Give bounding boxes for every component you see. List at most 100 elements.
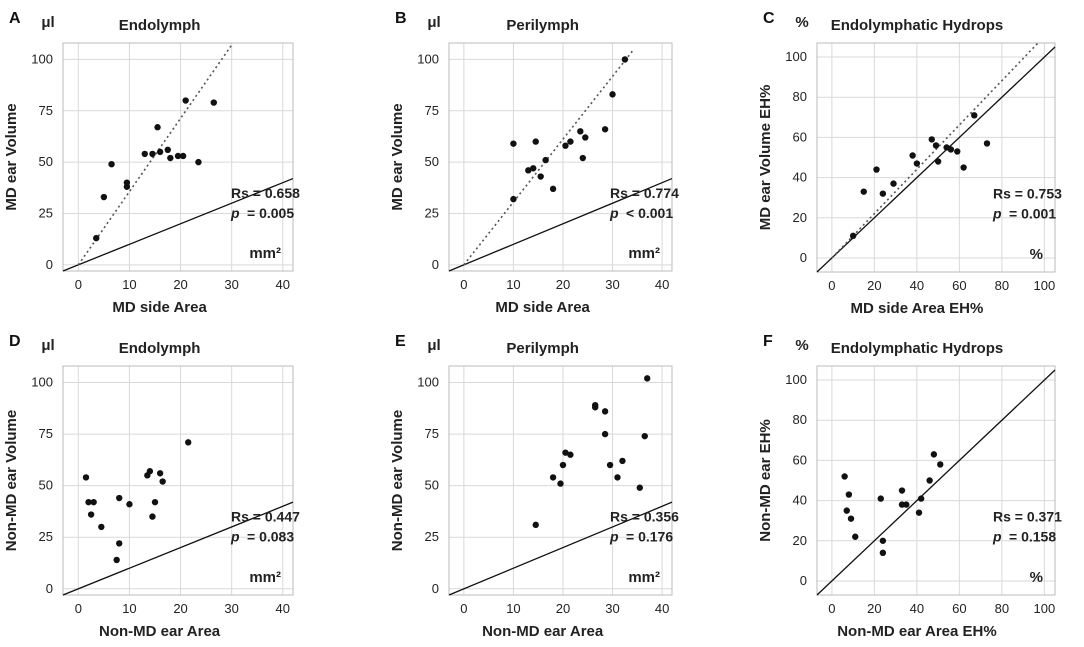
data-point [636, 484, 643, 491]
panel-title: Perilymph [506, 17, 579, 34]
y-tick-label: 75 [425, 103, 439, 118]
data-point [182, 97, 189, 104]
data-point [141, 150, 148, 158]
stat-p-label: p [992, 529, 1002, 545]
data-point [164, 146, 171, 154]
data-point [93, 234, 100, 242]
panel-letter: E [395, 333, 406, 350]
x-tick-label: 10 [122, 277, 136, 292]
y-tick-label: 100 [785, 372, 807, 387]
y-tick-label: 0 [432, 257, 439, 272]
y-tick-label: 75 [39, 426, 53, 441]
x-tick-label: 0 [460, 601, 467, 616]
x-tick-label: 0 [75, 277, 82, 292]
panel-title: Endolymph [119, 17, 201, 34]
x-tick-label: 10 [506, 277, 520, 292]
x-tick-label: 10 [506, 601, 520, 616]
data-point [116, 540, 123, 547]
data-point [601, 126, 609, 133]
data-point [582, 134, 589, 141]
panel-title: Endolymphatic Hydrops [831, 17, 1004, 34]
y-tick-label: 75 [39, 103, 53, 118]
data-point [619, 457, 626, 465]
data-point [644, 375, 651, 382]
x-tick-label: 0 [828, 278, 835, 293]
data-point [934, 158, 942, 165]
data-point [113, 556, 120, 564]
x-tick-label: 20 [867, 278, 881, 293]
y-axis-label: MD ear Volume [3, 103, 20, 210]
stat-p-value: = 0.001 [1009, 206, 1056, 222]
x-tick-label: 20 [173, 277, 187, 292]
data-point [928, 136, 935, 143]
y-tick-label: 0 [46, 257, 53, 272]
x-tick-label: 0 [828, 601, 835, 616]
y-tick-label: 60 [793, 129, 807, 144]
x-tick-label: 20 [556, 601, 570, 616]
x-tick-label: 80 [995, 278, 1009, 293]
stat-r: Rs = 0.774 [610, 185, 679, 201]
data-point [98, 523, 105, 531]
panel-letter: F [763, 333, 773, 350]
x-tick-label: 100 [1034, 278, 1056, 293]
data-point [82, 474, 90, 481]
data-point [913, 160, 921, 167]
x-tick-label: 100 [1034, 601, 1056, 616]
data-point [890, 180, 897, 187]
stat-r: Rs = 0.447 [231, 509, 300, 525]
plot-frame [816, 365, 1056, 596]
x-axis-label: Non-MD ear Area EH% [837, 623, 996, 640]
data-point [159, 478, 166, 485]
data-point [879, 190, 887, 197]
identity-line [62, 177, 294, 272]
data-point [510, 140, 517, 147]
data-point [915, 509, 923, 516]
plot-frame [448, 365, 673, 596]
x-unit-label: mm² [628, 569, 660, 586]
data-point [559, 461, 567, 469]
panel-letter: B [395, 10, 407, 27]
data-point [156, 148, 164, 156]
y-tick-label: 100 [785, 49, 807, 64]
x-tick-label: 30 [224, 601, 238, 616]
data-point [937, 461, 944, 468]
data-point [841, 473, 848, 480]
y-axis-label: MD ear Volume EH% [757, 85, 774, 231]
data-point [960, 164, 967, 171]
stat-p-label: p [230, 529, 240, 545]
y-tick-label: 20 [793, 210, 807, 225]
data-point [577, 128, 584, 135]
y-tick-label: 25 [425, 205, 439, 220]
data-point [167, 154, 174, 162]
data-point [530, 165, 537, 172]
stat-r: Rs = 0.753 [993, 186, 1062, 202]
y-tick-label: 0 [432, 581, 439, 596]
data-point [100, 193, 108, 201]
plot-frame [816, 42, 1056, 273]
data-point [149, 150, 156, 158]
data-point [609, 91, 616, 98]
identity-line [448, 177, 673, 272]
x-tick-label: 40 [910, 278, 924, 293]
y-tick-label: 25 [39, 205, 53, 220]
data-point [149, 513, 156, 520]
y-tick-label: 50 [425, 154, 439, 169]
data-point [532, 138, 539, 145]
x-axis-label: MD side Area EH% [851, 300, 984, 317]
x-tick-label: 0 [460, 277, 467, 292]
y-tick-label: 100 [417, 51, 439, 66]
y-axis-label: Non-MD ear EH% [757, 419, 774, 542]
data-point [562, 449, 569, 456]
x-tick-label: 60 [952, 278, 966, 293]
x-unit-label: % [1030, 246, 1043, 263]
panel-a: 0 10 20 30 40 0 25 50 75 100 A μl Endolymph MD side A… [3, 10, 300, 316]
data-point [510, 195, 517, 203]
data-point [567, 138, 574, 145]
x-tick-label: 30 [605, 601, 619, 616]
y-unit-label: μl [427, 14, 440, 31]
panel-c: 0 20 40 60 80 100 0 20 40 60 80 100 C% Endolymphatic … [757, 10, 1062, 317]
x-unit-label: mm² [249, 245, 281, 262]
stat-p-value: = 0.158 [1009, 529, 1056, 545]
y-tick-label: 80 [793, 89, 807, 104]
